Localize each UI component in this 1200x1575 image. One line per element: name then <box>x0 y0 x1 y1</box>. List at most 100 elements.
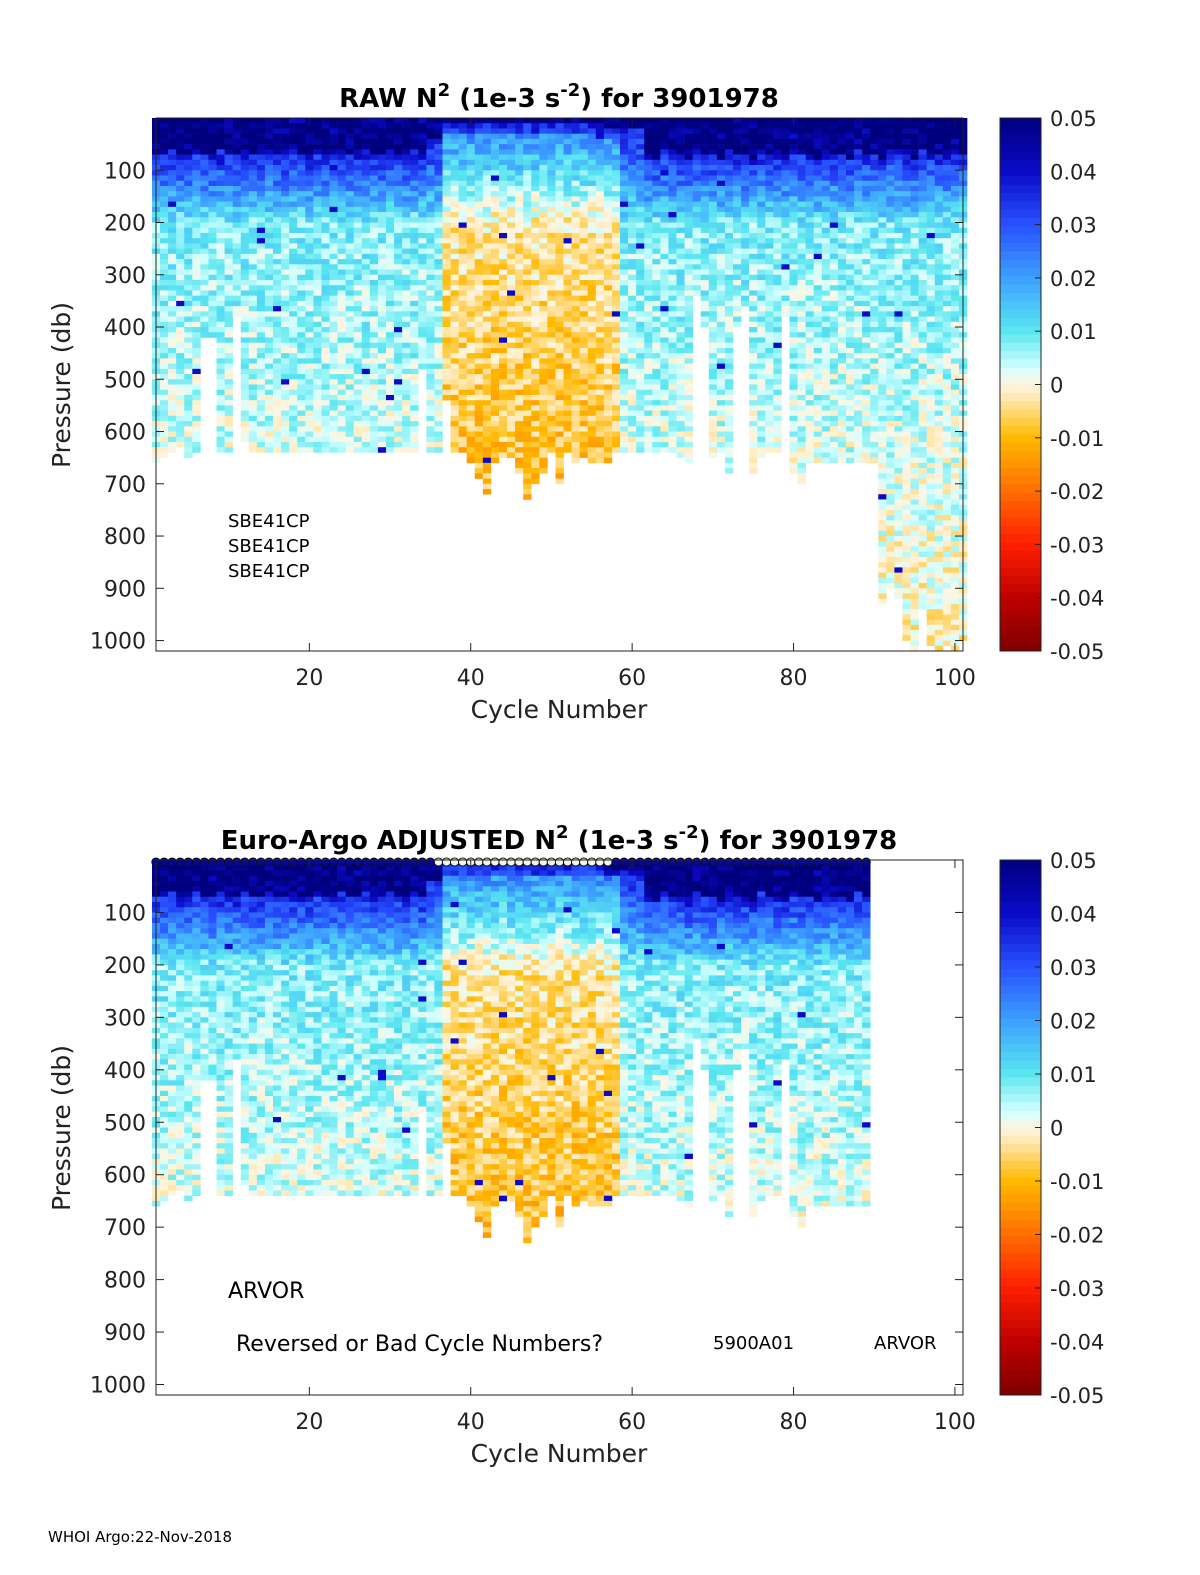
profile-cycle-21 <box>313 118 322 453</box>
profile-cycle-66 <box>676 860 685 1202</box>
colorbar-swatch <box>1000 1085 1041 1095</box>
profile-cycle-53 <box>571 860 580 1207</box>
profile-cycle-52 <box>563 860 572 1196</box>
colorbar-swatch <box>1000 217 1041 227</box>
qc-marker-cycle-10 <box>223 857 234 867</box>
profile-cycle-7 <box>200 118 209 338</box>
colorbar-swatch <box>1000 126 1041 136</box>
qc-marker-cycle-38 <box>449 857 460 867</box>
profile-cycle-56 <box>595 860 605 1207</box>
y-tick-label: 700 <box>104 1216 146 1241</box>
colorbar-swatch <box>1000 317 1041 327</box>
qc-marker-cycle-14 <box>256 857 266 867</box>
x-tick-label: 80 <box>780 1410 808 1435</box>
colorbar-swatch <box>1000 1169 1041 1179</box>
colorbar-tick-label: -0.01 <box>1050 1170 1104 1194</box>
qc-marker-cycle-8 <box>207 857 218 867</box>
profile-cycle-69 <box>700 118 710 328</box>
profile-cycle-47 <box>523 118 532 500</box>
profile-cycle-60 <box>628 860 637 1196</box>
colorbar-swatch <box>1000 1269 1041 1279</box>
profile-cycle-67 <box>684 118 693 464</box>
y-tick-label: 400 <box>104 316 146 341</box>
x-tick-label: 100 <box>934 666 976 691</box>
colorbar-swatch <box>1000 467 1041 477</box>
colorbar-swatch <box>1000 367 1041 377</box>
adjusted-colorbar: 0.05 0.04 0.03 0.02 0.01 0 -0.01 -0.02 -0.03 -0.0… <box>999 849 1104 1408</box>
profile-cycle-78 <box>773 860 782 1196</box>
colorbar-swatch <box>1000 1378 1041 1388</box>
profile-cycle-89 <box>862 860 871 1207</box>
profile-cycle-46 <box>515 860 524 1217</box>
qc-marker-cycle-54 <box>579 857 589 867</box>
profile-cycle-31 <box>394 860 403 1196</box>
qc-marker-cycle-30 <box>385 857 395 867</box>
profile-cycle-46 <box>515 118 524 474</box>
profile-cycle-27 <box>361 860 371 1196</box>
profile-cycle-38 <box>450 118 459 453</box>
colorbar-swatch <box>1000 459 1041 469</box>
profile-cycle-94 <box>902 118 911 641</box>
qc-marker-cycle-59 <box>619 857 629 867</box>
profile-cycle-75 <box>749 860 758 1217</box>
profile-cycle-31 <box>394 118 403 453</box>
profile-cycle-41 <box>474 118 484 479</box>
colorbar-swatch <box>1000 876 1041 886</box>
raw-sensor-label-1: SBE41CP <box>228 511 310 532</box>
raw-y-axis-label: Pressure (db) <box>47 302 76 468</box>
y-tick-label: 1000 <box>90 1374 146 1399</box>
colorbar-swatch <box>1000 434 1041 444</box>
colorbar-swatch <box>1000 234 1041 244</box>
colorbar-swatch <box>1000 1186 1041 1195</box>
profile-cycle-8 <box>208 860 217 1081</box>
profile-cycle-12 <box>240 118 250 443</box>
profile-cycle-37 <box>442 860 451 1144</box>
profile-cycle-34 <box>418 118 427 370</box>
y-tick-label: 500 <box>104 1111 146 1136</box>
profile-cycle-73 <box>733 860 742 1071</box>
profile-cycle-62 <box>644 118 653 453</box>
profile-cycle-53 <box>571 118 580 464</box>
profile-cycle-57 <box>603 860 613 1207</box>
colorbar-swatch <box>1000 451 1041 460</box>
colorbar-tick-label: 0.03 <box>1050 956 1097 980</box>
colorbar-swatch <box>1000 1336 1041 1346</box>
qc-marker-cycle-16 <box>272 857 282 867</box>
profile-cycle-68 <box>692 860 702 1039</box>
colorbar-swatch <box>1000 292 1041 302</box>
y-tick-label: 1000 <box>90 630 146 655</box>
qc-marker-cycle-24 <box>336 857 347 867</box>
profile-cycle-26 <box>353 860 363 1196</box>
qc-marker-cycle-77 <box>764 857 775 867</box>
y-tick-label: 200 <box>104 212 146 237</box>
profile-cycle-62 <box>644 860 653 1196</box>
colorbar-swatch <box>1000 301 1041 311</box>
y-tick-label: 900 <box>104 577 146 602</box>
profile-cycle-3 <box>168 118 177 453</box>
profile-cycle-4 <box>176 860 185 1191</box>
qc-marker-cycle-86 <box>837 857 847 867</box>
qc-marker-cycle-61 <box>635 857 645 867</box>
profile-cycle-19 <box>297 860 306 1196</box>
colorbar-tick-label: -0.01 <box>1050 427 1104 451</box>
qc-marker-cycle-29 <box>377 857 387 867</box>
profile-cycle-61 <box>636 118 645 453</box>
profile-cycle-59 <box>620 860 629 1196</box>
profile-cycle-50 <box>547 860 556 1196</box>
colorbar-tick-label: 0.04 <box>1050 160 1097 184</box>
adjusted-n2-panel: Euro-Argo ADJUSTED N2 (1e-3 s-2) for 390… <box>47 822 1104 1468</box>
x-tick-label: 20 <box>295 1410 323 1435</box>
profile-cycle-88 <box>854 860 863 1207</box>
profile-cycle-13 <box>248 860 258 1196</box>
qc-marker-cycle-28 <box>369 857 379 867</box>
colorbar-swatch <box>1000 592 1041 602</box>
profile-cycle-9 <box>216 860 225 1196</box>
colorbar-swatch <box>1000 151 1041 161</box>
colorbar-tick-label: 0.05 <box>1050 107 1097 131</box>
qc-marker-cycle-26 <box>353 857 363 867</box>
colorbar-swatch <box>1000 1344 1041 1354</box>
colorbar-swatch <box>1000 1035 1041 1045</box>
colorbar-swatch <box>1000 1319 1041 1329</box>
profile-cycle-83 <box>813 860 823 1207</box>
profile-cycle-30 <box>386 860 395 1196</box>
